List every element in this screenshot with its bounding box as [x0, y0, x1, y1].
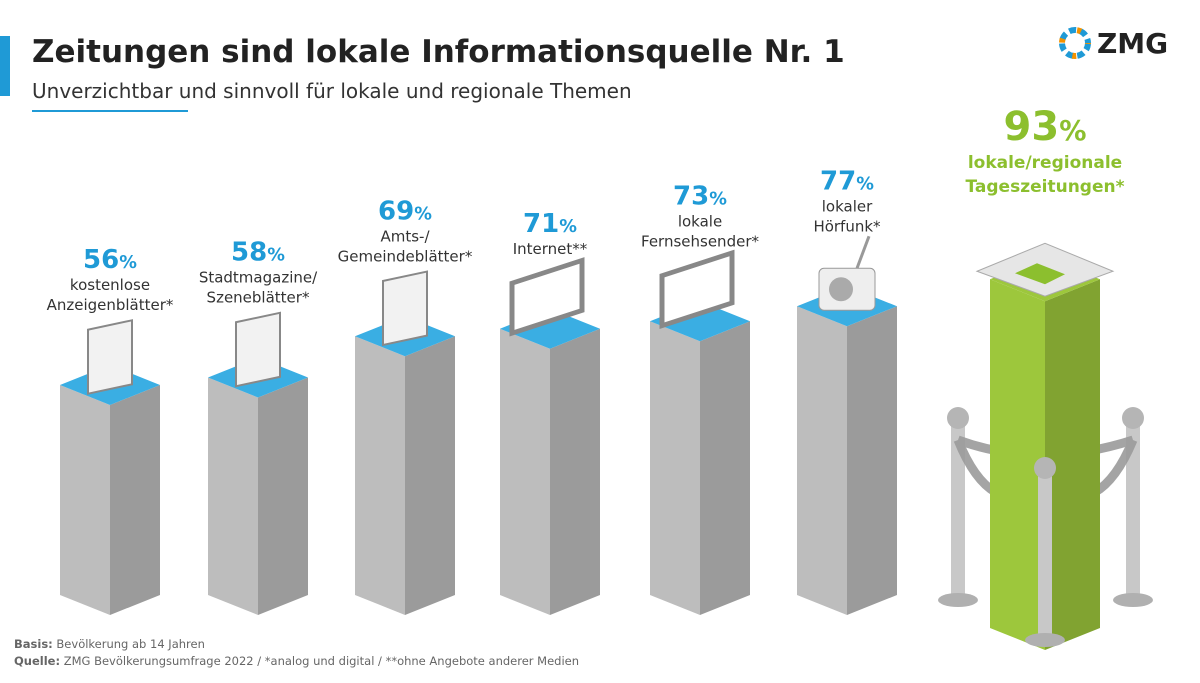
newspaper-photo: [1015, 263, 1065, 285]
post: [1038, 470, 1052, 640]
screen: [509, 257, 585, 337]
pillar: [208, 357, 308, 615]
pillar-right-face: [405, 336, 455, 615]
pillar: [797, 286, 897, 615]
icon: [382, 270, 428, 347]
icon: [235, 311, 281, 388]
value-label: 77%: [820, 166, 874, 196]
value-label: 71%: [523, 209, 577, 239]
category-label: lokale/regionale Tageszeitungen*: [966, 153, 1125, 197]
footnote: Quelle: ZMG Bevölkerungsumfrage 2022 / *…: [14, 654, 579, 668]
pillar: [500, 308, 600, 615]
post-base: [1025, 633, 1065, 647]
footnote: Basis: Bevölkerung ab 14 Jahren: [14, 637, 205, 651]
icon: [659, 249, 735, 329]
category-label: Stadtmagazine/Szeneblätter*: [199, 269, 318, 307]
icon: [818, 235, 876, 311]
pillar-left-face: [990, 279, 1045, 650]
pillar-right-face: [258, 377, 308, 615]
post: [951, 420, 965, 600]
category-label: lokale Fernsehsender*: [641, 212, 759, 250]
category-label: lokaler Hörfunk*: [813, 197, 881, 235]
footnote-text: Bevölkerung ab 14 Jahren: [56, 637, 204, 651]
post-knob: [947, 407, 969, 429]
post-knob: [1034, 457, 1056, 479]
pillar-left-face: [60, 385, 110, 615]
pillar-left-face: [355, 336, 405, 615]
accent-bar: [0, 36, 10, 96]
print-item: [382, 270, 428, 347]
value-label: 69%: [378, 196, 432, 226]
value-label: 93%: [1004, 104, 1087, 150]
front-post: [1025, 457, 1065, 647]
post-base: [938, 593, 978, 607]
screen: [659, 249, 735, 329]
value-label: 56%: [83, 245, 137, 275]
pillar-right-face: [1045, 279, 1100, 650]
pillar-right-face: [700, 321, 750, 615]
pillar-right-face: [550, 328, 600, 615]
print-item: [87, 319, 133, 395]
pillar-left-face: [650, 321, 700, 615]
icon: [975, 242, 1115, 297]
post-knob: [1122, 407, 1144, 429]
pillar-left-face: [208, 377, 258, 615]
pillar-right-face: [110, 385, 160, 615]
logo-icon: [1059, 27, 1091, 59]
footnote-label: Quelle:: [14, 654, 60, 668]
pillar: [650, 301, 750, 615]
post-base: [1113, 593, 1153, 607]
category-label: Internet**: [513, 240, 588, 258]
icon: [87, 319, 133, 395]
value-label: 58%: [231, 238, 285, 268]
icon: [509, 257, 585, 337]
logo-text: ZMG: [1097, 27, 1168, 60]
radio-speaker: [829, 277, 853, 302]
pillar-left-face: [797, 306, 847, 615]
pillar: [355, 316, 455, 615]
category-label: kostenlose Anzeigenblätter*: [47, 276, 174, 314]
footnote-label: Basis:: [14, 637, 53, 651]
value-label: 73%: [673, 181, 727, 211]
footnote-text: ZMG Bevölkerungsumfrage 2022 / *analog u…: [64, 654, 579, 668]
chart-title: Zeitungen sind lokale Informationsquelle…: [32, 34, 845, 70]
category-label: Amts-/Gemeindeblätter*: [338, 227, 473, 265]
post: [1126, 420, 1140, 600]
antenna: [855, 235, 871, 269]
pillar: [60, 365, 160, 615]
print-item: [235, 311, 281, 388]
pillar-right-face: [847, 306, 897, 615]
chart-subtitle: Unverzichtbar und sinnvoll für lokale un…: [32, 79, 632, 103]
pillar-left-face: [500, 328, 550, 615]
